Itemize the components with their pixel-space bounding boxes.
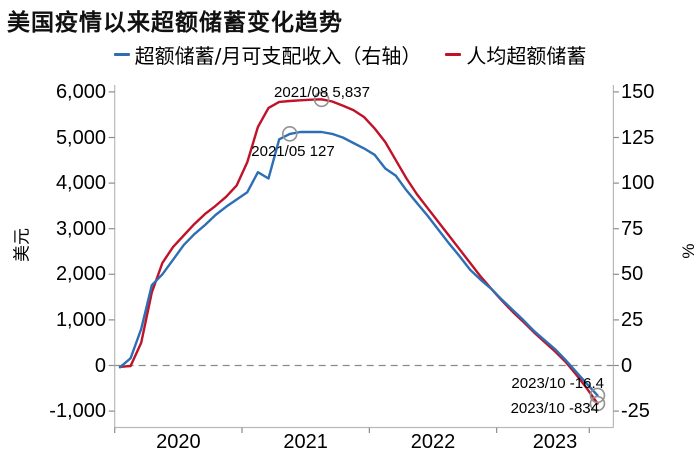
left-tick-label: 5,000 bbox=[55, 126, 106, 149]
left-tick-label: 4,000 bbox=[55, 172, 106, 195]
right-tick-label: 50 bbox=[621, 263, 644, 286]
right-axis-title: % bbox=[679, 243, 698, 259]
annotation-circle-marker bbox=[589, 395, 606, 412]
annotation-label: 2021/05 127 bbox=[251, 143, 334, 160]
x-tick-label: 2023 bbox=[532, 431, 578, 453]
right-tick-label: 75 bbox=[621, 217, 644, 240]
right-tick-label: 0 bbox=[621, 354, 633, 377]
legend-item-percapita: 人均超额储蓄 bbox=[445, 40, 586, 69]
annotation-label: 2021/08 5,837 bbox=[274, 84, 370, 101]
annotation-circle-marker bbox=[313, 91, 330, 108]
legend-label-ratio: 超额储蓄/月可支配收入（右轴） bbox=[134, 44, 422, 68]
legend: 超额储蓄/月可支配收入（右轴） 人均超额储蓄 bbox=[0, 40, 700, 69]
annotation-label-box bbox=[487, 400, 605, 418]
x-tick-label: 2021 bbox=[283, 431, 328, 453]
right-tick-label: 25 bbox=[621, 308, 644, 331]
right-tick-label: -25 bbox=[621, 400, 650, 423]
series-line-ratio bbox=[118, 130, 599, 397]
left-tick-label: 6,000 bbox=[55, 80, 106, 103]
series-line-percapita bbox=[118, 98, 599, 405]
red-line-marker-icon bbox=[445, 53, 462, 56]
right-tick-label: 100 bbox=[621, 172, 655, 195]
right-tick-label: 125 bbox=[621, 126, 655, 149]
legend-item-ratio: 超额储蓄/月可支配收入（右轴） bbox=[113, 40, 422, 69]
x-tick-label: 2022 bbox=[410, 431, 456, 453]
blue-line-marker-icon bbox=[113, 53, 130, 56]
left-tick-label: 3,000 bbox=[55, 217, 106, 240]
left-tick-label: -1,000 bbox=[49, 400, 106, 423]
chart-title: 美国疫情以来超额储蓄变化趋势 bbox=[7, 10, 343, 36]
left-tick-label: 1,000 bbox=[55, 308, 106, 331]
x-tick-label: 2020 bbox=[156, 431, 201, 453]
annotation-circle-marker bbox=[281, 126, 298, 142]
left-tick-label: 0 bbox=[94, 354, 106, 377]
annotation-label: 2023/10 -834 bbox=[511, 400, 599, 417]
legend-label-percapita: 人均超额储蓄 bbox=[466, 44, 587, 68]
annotation-label: 2023/10 -16.4 bbox=[511, 375, 604, 392]
right-tick-label: 150 bbox=[621, 80, 655, 103]
annotation-circle-marker bbox=[589, 387, 606, 404]
left-tick-label: 2,000 bbox=[55, 263, 106, 286]
